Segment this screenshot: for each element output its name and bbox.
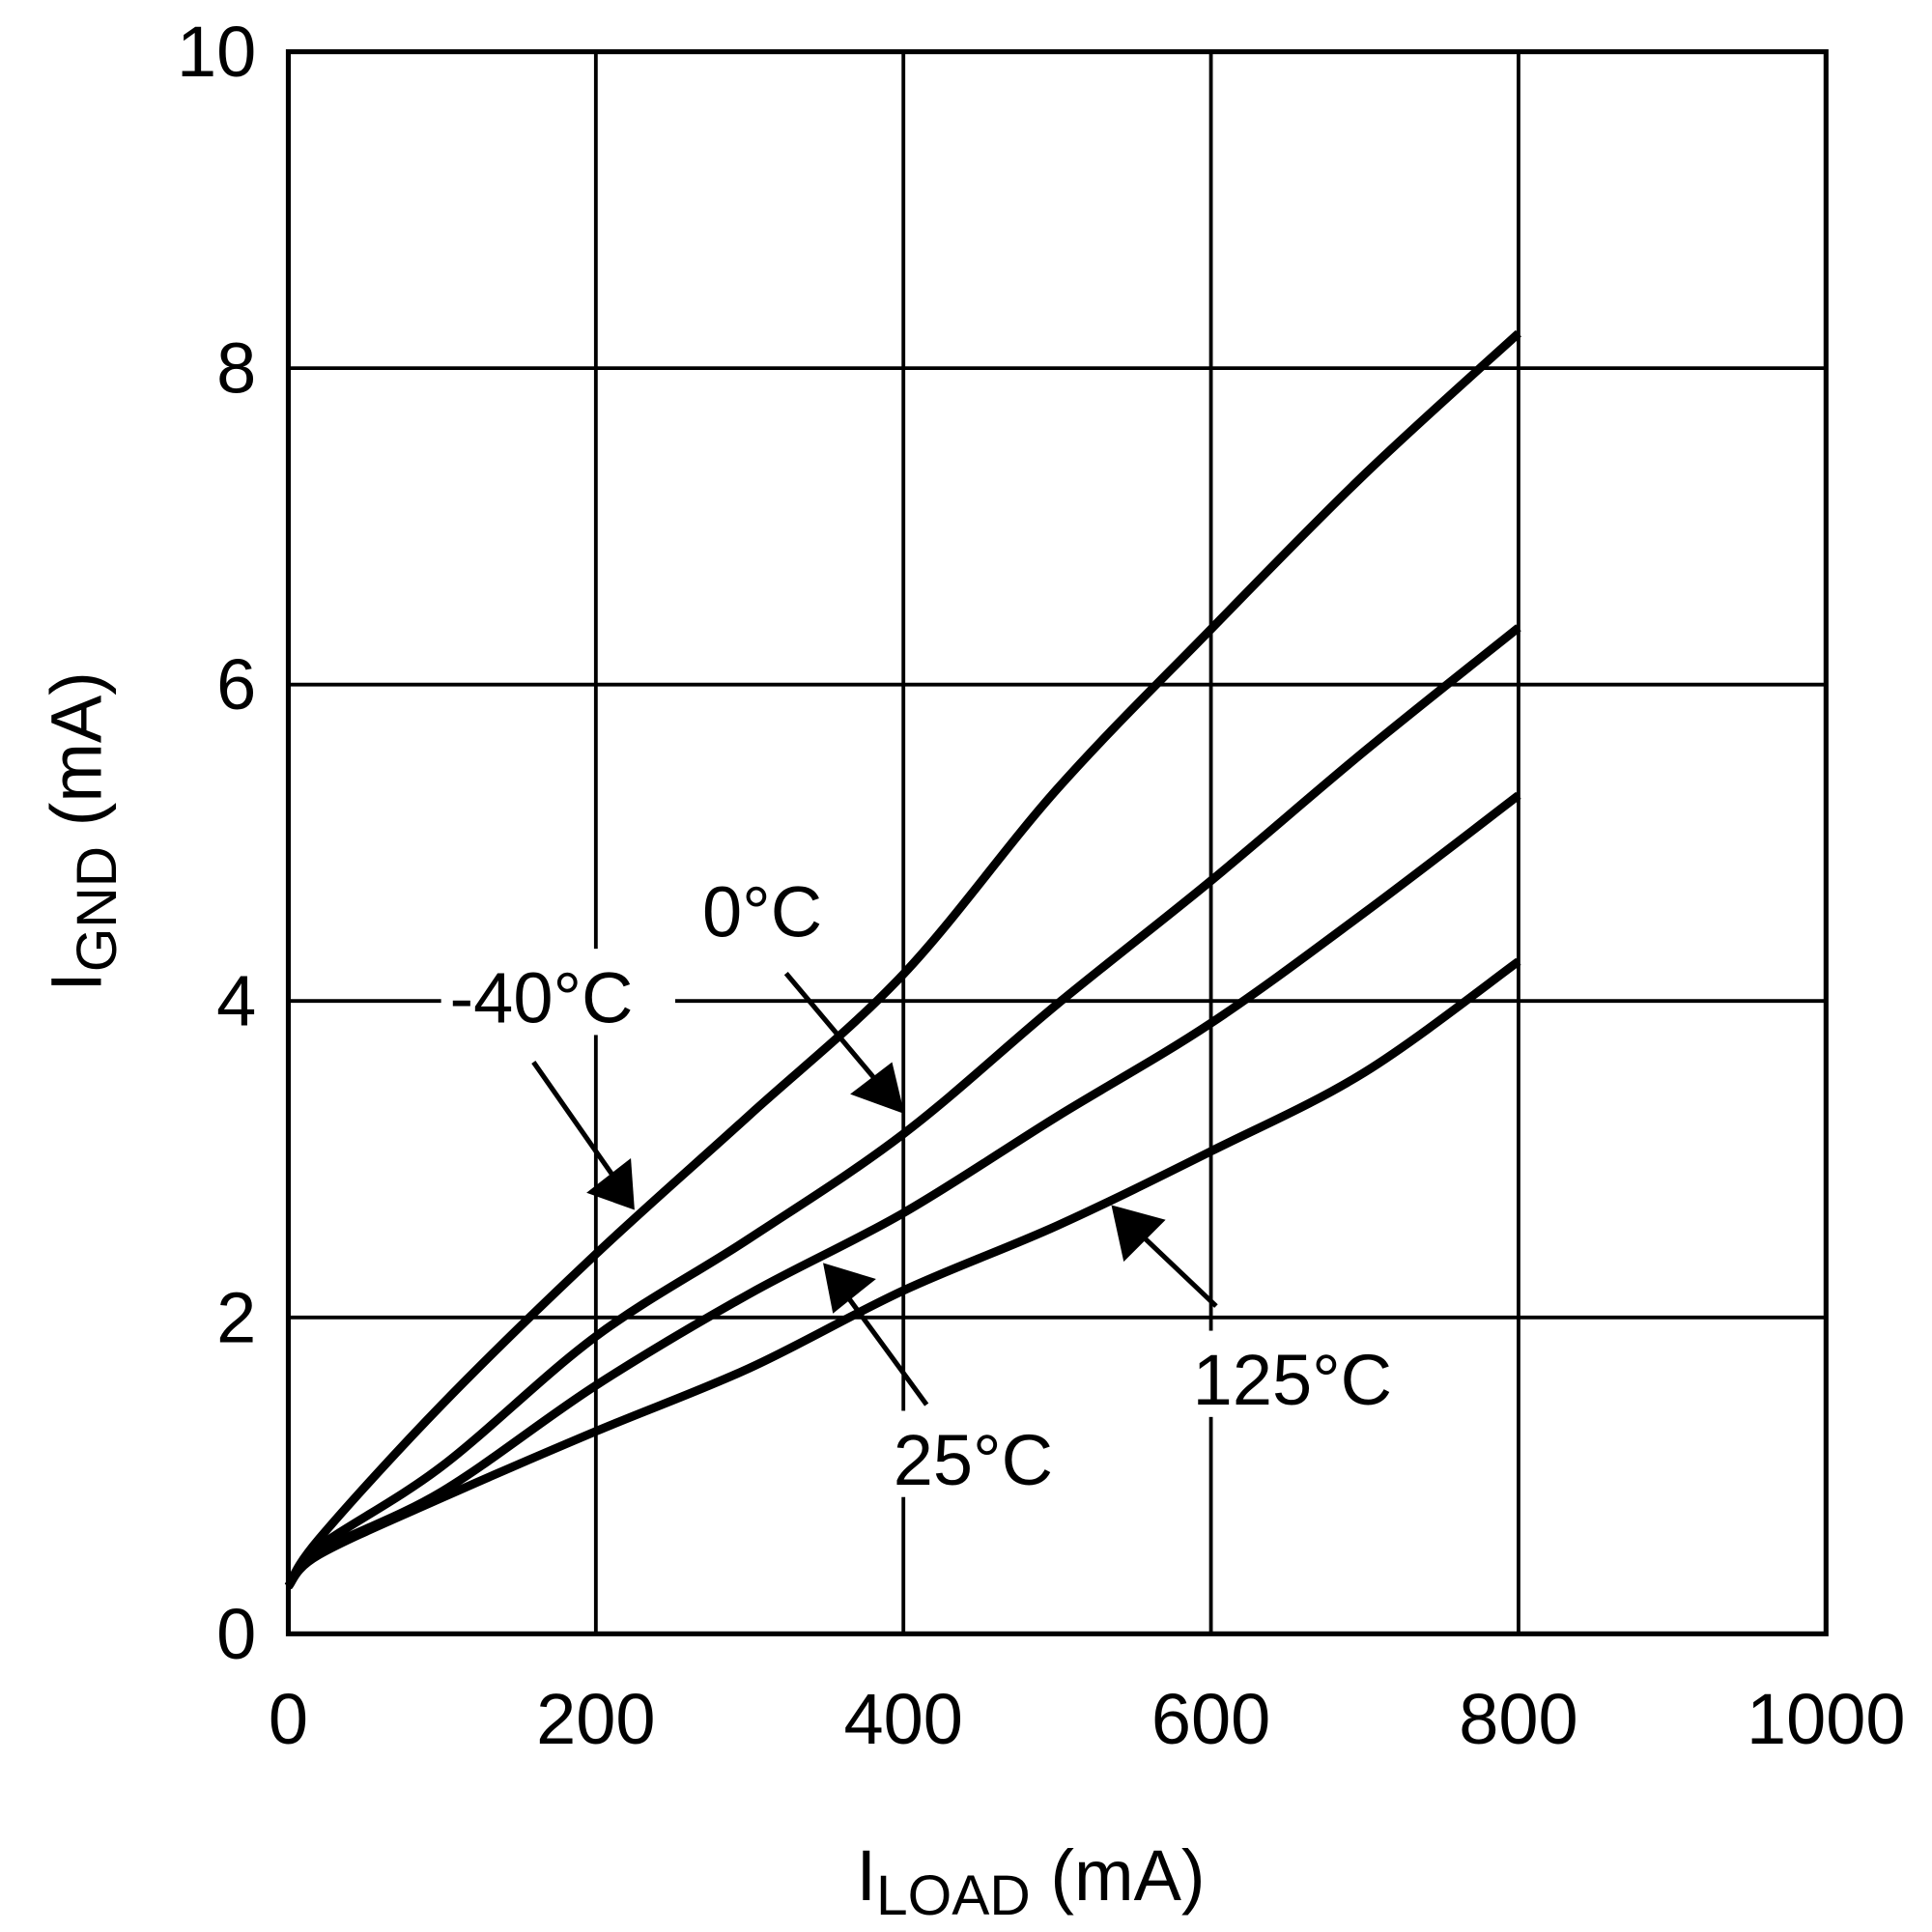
grid bbox=[285, 49, 1829, 1636]
y-tick-label: 2 bbox=[216, 1277, 256, 1357]
y-tick-label: 4 bbox=[216, 961, 256, 1041]
series-line-3 bbox=[284, 957, 1521, 1590]
series-label: 25°C bbox=[894, 1420, 1053, 1500]
series-label: 0°C bbox=[702, 871, 822, 952]
series-label: -40°C bbox=[450, 958, 634, 1038]
series-label: 125°C bbox=[1193, 1340, 1392, 1420]
annotation-minus40: -40°C bbox=[440, 949, 675, 1210]
annotation-125: 125°C bbox=[1111, 1205, 1433, 1420]
x-tick-label: 800 bbox=[1459, 1679, 1577, 1759]
curves bbox=[284, 329, 1521, 1590]
x-tick-label: 600 bbox=[1151, 1679, 1270, 1759]
series-line-0 bbox=[284, 329, 1521, 1589]
annotation-0: 0°C bbox=[696, 862, 905, 1115]
x-axis-label: ILOAD (mA) bbox=[856, 1835, 1205, 1927]
y-axis-label: IGND (mA) bbox=[37, 671, 128, 992]
x-tick-label: 400 bbox=[843, 1679, 962, 1759]
y-tick-label: 10 bbox=[177, 12, 256, 92]
x-tick-label: 200 bbox=[536, 1679, 655, 1759]
x-tick-label: 1000 bbox=[1747, 1679, 1906, 1759]
series-line-2 bbox=[284, 791, 1521, 1590]
series-line-1 bbox=[284, 624, 1521, 1589]
plot-frame bbox=[285, 49, 1829, 1636]
x-tick-label: 0 bbox=[269, 1679, 308, 1759]
y-tick-label: 0 bbox=[216, 1594, 256, 1674]
tick-labels: 0 200 400 600 800 1000 0 2 4 6 8 10 bbox=[177, 12, 1906, 1759]
y-tick-label: 8 bbox=[216, 328, 256, 409]
annotation-25: 25°C bbox=[823, 1263, 1094, 1500]
y-tick-label: 6 bbox=[216, 644, 256, 724]
